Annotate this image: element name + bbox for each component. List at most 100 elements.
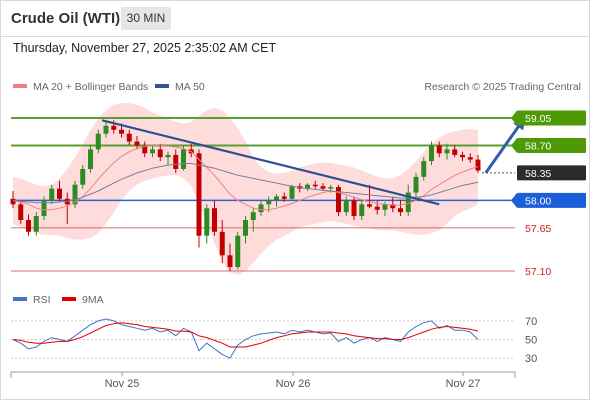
credit-text: Research © 2025 Trading Central	[424, 81, 581, 93]
candle-body-4	[41, 200, 47, 217]
candle-body-17	[142, 145, 148, 154]
candle-body-60	[475, 159, 481, 171]
candle-body-43	[343, 200, 349, 213]
candle-body-24	[196, 153, 202, 236]
level-label-pointer-58.70	[511, 137, 517, 153]
candles	[10, 120, 481, 271]
candle-body-11	[95, 133, 101, 150]
candle-body-15	[126, 133, 132, 142]
candle-body-56	[444, 149, 450, 154]
x-tick-label-0: Nov 25	[105, 378, 140, 390]
candle-body-55	[436, 145, 442, 154]
candle-body-12	[103, 125, 109, 134]
candle-body-27	[219, 231, 225, 256]
level-label-57.10: 57.10	[525, 266, 551, 278]
candle-body-6	[57, 188, 62, 199]
ma20-legend-label: MA 20 + Bollinger Bands	[33, 81, 148, 93]
ma50-legend-swatch	[155, 84, 169, 88]
rsi-line	[12, 318, 479, 359]
candle-body-14	[119, 129, 124, 134]
candle-body-49	[390, 204, 396, 209]
header-bar	[0, 0, 590, 37]
ma20-line	[12, 145, 479, 211]
instrument-title: Crude Oil (WTI)	[11, 10, 121, 27]
x-tick-label-2: Nov 27	[446, 378, 481, 390]
candle-body-0	[10, 198, 16, 205]
level-label-pointer-59.05	[511, 110, 517, 126]
candle-body-42	[336, 187, 341, 213]
candle-body-13	[111, 125, 117, 130]
candle-body-35	[281, 196, 287, 199]
x-tick-label-1: Nov 26	[276, 378, 311, 390]
rsi-tick-70: 70	[525, 316, 537, 328]
rsi-legend-label: RSI	[33, 294, 51, 306]
candle-body-38	[305, 184, 310, 189]
chart-datetime: Thursday, November 27, 2025 2:35:02 AM C…	[13, 41, 277, 55]
level-label-box-58.70	[517, 137, 586, 153]
candle-body-28	[227, 255, 233, 268]
candle-body-21	[173, 154, 179, 169]
candle-body-41	[328, 187, 334, 189]
candle-body-26	[212, 208, 217, 232]
candle-body-25	[204, 208, 210, 236]
candle-body-1	[18, 204, 24, 220]
candle-body-46	[367, 204, 372, 207]
candle-body-39	[312, 184, 318, 187]
candle-body-52	[413, 176, 419, 193]
rsi-panel: 70 50 30	[11, 316, 537, 365]
rsi-tick-30: 30	[525, 353, 537, 365]
candle-body-34	[274, 196, 279, 201]
candle-body-22	[181, 149, 186, 169]
rsi-legend-swatch	[13, 297, 27, 301]
candle-body-29	[235, 235, 241, 268]
level-label-box-58.35	[517, 165, 586, 181]
candle-body-30	[243, 220, 248, 236]
ma50-legend-label: MA 50	[175, 81, 205, 93]
candle-body-57	[452, 149, 458, 155]
candle-body-2	[26, 220, 31, 232]
candle-body-16	[134, 141, 140, 146]
rsi9-legend-label: 9MA	[82, 294, 104, 306]
level-label-box-59.05	[517, 110, 586, 126]
level-label-58.35: 58.35	[525, 168, 551, 180]
level-label-59.05: 59.05	[525, 113, 551, 125]
moving-averages	[12, 145, 479, 211]
rsi-tick-50: 50	[525, 335, 537, 347]
candle-body-54	[429, 145, 434, 162]
x-axis-labels: Nov 25 Nov 26 Nov 27	[105, 372, 481, 390]
candle-body-48	[382, 204, 388, 210]
level-label-57.65: 57.65	[525, 223, 551, 235]
candle-body-3	[33, 216, 39, 232]
candle-body-33	[266, 200, 272, 205]
candle-body-18	[150, 149, 155, 154]
candle-body-8	[72, 184, 78, 205]
candle-body-19	[157, 149, 163, 158]
candle-body-9	[80, 169, 86, 185]
candle-body-53	[421, 161, 427, 177]
level-label-58.00: 58.00	[525, 195, 551, 207]
level-labels: 59.05 58.70 58.35 58.00 57.65 57.10	[511, 110, 586, 278]
candle-body-31	[250, 212, 256, 220]
candle-body-45	[359, 204, 365, 217]
candle-body-40	[320, 186, 326, 189]
level-label-box-58.00	[517, 192, 586, 208]
candle-body-51	[405, 192, 411, 213]
candle-body-47	[374, 206, 380, 210]
projection-arrow-shaft	[484, 117, 526, 174]
rsi9-legend-swatch	[62, 297, 76, 301]
level-label-58.70: 58.70	[525, 140, 551, 152]
timeframe-button[interactable]: 30 MIN	[121, 7, 171, 30]
ma20-legend-swatch	[13, 84, 27, 88]
candle-body-10	[88, 149, 93, 169]
candle-body-32	[258, 204, 264, 213]
candle-body-20	[165, 154, 171, 158]
rsi9-line	[12, 322, 479, 348]
downtrend-line	[101, 119, 440, 206]
candle-body-36	[289, 186, 295, 199]
candle-body-59	[467, 157, 473, 160]
ma50-line	[12, 163, 479, 204]
candle-body-58	[460, 154, 465, 158]
candle-body-44	[351, 200, 357, 217]
candle-body-5	[49, 188, 55, 201]
